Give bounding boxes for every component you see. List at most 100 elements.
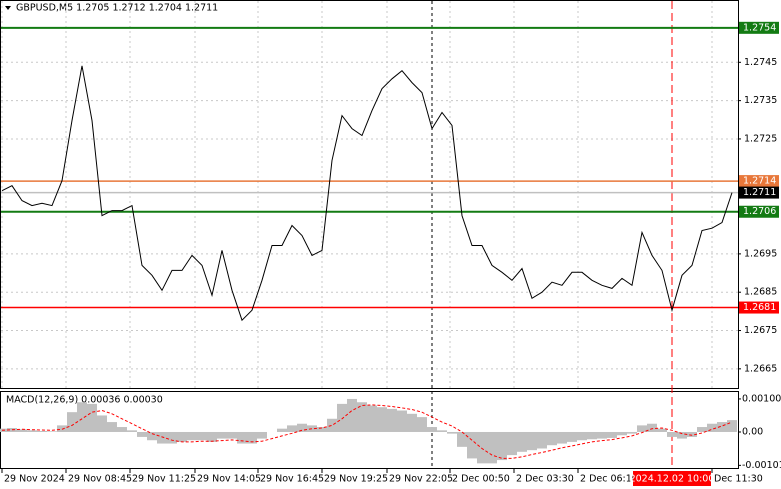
y-tick-label: -0.00101	[742, 460, 781, 471]
x-tick-label: 29 Nov 22:05	[389, 474, 453, 485]
macd-bar	[507, 431, 517, 456]
macd-bar	[717, 422, 727, 432]
level-label-bg	[739, 175, 779, 188]
macd-bar	[457, 431, 467, 447]
macd-bar	[77, 402, 87, 432]
macd-bar	[177, 431, 187, 442]
macd-bar	[547, 431, 557, 446]
y-tick-label: 1.2685	[744, 287, 777, 298]
macd-bar	[337, 403, 347, 432]
macd-bar	[557, 431, 567, 444]
macd-bar	[657, 428, 667, 432]
macd-bar	[167, 431, 177, 444]
macd-bar	[647, 423, 657, 432]
level-label-bg	[739, 21, 779, 34]
macd-bar	[137, 431, 147, 437]
macd-bar	[397, 410, 407, 432]
macd-bar	[367, 405, 377, 432]
macd-bar	[87, 403, 97, 432]
macd-bar	[157, 431, 167, 444]
macd-bar	[47, 431, 57, 432]
x-tick-label: 2 Dec 00:50	[452, 474, 510, 485]
level-label-bg	[739, 301, 779, 314]
x-tick-label: 2 Dec 06:10	[580, 474, 638, 485]
level-label: 1.2754	[743, 22, 776, 33]
price-line	[1, 65, 733, 322]
macd-bar	[537, 431, 547, 449]
macd-bar	[357, 402, 367, 432]
x-tick-label: 29 Nov 08:45	[68, 474, 132, 485]
cursor-label-bg	[633, 471, 711, 486]
macd-bar	[207, 431, 217, 442]
macd-bar	[107, 422, 117, 432]
macd-bar	[447, 431, 457, 434]
chart-title: GBPUSD,M5 1.2705 1.2712 1.2704 1.2711	[16, 3, 218, 14]
macd-bar	[257, 431, 267, 439]
macd-bar	[237, 431, 247, 444]
macd-title: MACD(12,26,9) 0.00036 0.00030	[6, 395, 163, 406]
macd-bar	[487, 431, 497, 464]
macd-bar	[327, 418, 337, 432]
macd-bar	[347, 398, 357, 432]
macd-bar	[637, 425, 647, 432]
macd-bar	[17, 429, 27, 432]
level-label: 1.2681	[743, 302, 776, 313]
macd-bar	[427, 427, 437, 432]
macd-bar	[147, 431, 157, 441]
macd-bar	[307, 425, 317, 432]
macd-bar	[197, 431, 207, 441]
macd-bar	[127, 430, 137, 432]
level-label: 1.2706	[743, 206, 776, 217]
macd-bar	[247, 431, 257, 444]
macd-bar	[687, 431, 697, 437]
macd-bar	[497, 431, 507, 461]
level-label: 1.2711	[743, 187, 776, 198]
macd-bar	[27, 430, 37, 432]
x-tick-label: 2 Dec 03:30	[516, 474, 574, 485]
level-label-bg	[739, 205, 779, 218]
y-tick-label: 1.2695	[744, 248, 777, 259]
main-frame	[0, 0, 739, 389]
y-tick-label: 0.00100	[742, 393, 781, 404]
macd-bar	[577, 431, 587, 441]
macd-bar	[517, 431, 527, 452]
x-tick-label: 29 Nov 2024	[4, 474, 65, 485]
macd-bar	[287, 425, 297, 432]
macd-bar	[377, 407, 387, 432]
macd-bar	[417, 417, 427, 432]
y-tick-label: 1.2665	[744, 363, 777, 374]
macd-bar	[317, 427, 327, 432]
macd-bar	[597, 431, 607, 439]
x-tick-label: 29 Nov 14:05	[197, 474, 261, 485]
macd-bar	[437, 430, 447, 432]
macd-bar	[297, 423, 307, 432]
macd-bar	[467, 431, 477, 459]
macd-bar	[527, 431, 537, 451]
macd-bar	[617, 431, 627, 436]
macd-bar	[217, 431, 227, 439]
macd-bar	[607, 431, 617, 438]
macd-bar	[37, 430, 47, 432]
macd-bar	[277, 428, 287, 432]
menu-arrow	[5, 6, 11, 10]
y-tick-label: 0.00	[742, 426, 763, 437]
macd-bar	[567, 431, 577, 442]
macd-bar	[117, 427, 127, 432]
macd-bar	[627, 431, 637, 434]
macd-bar	[227, 431, 237, 439]
x-tick-label: 29 Nov 16:45	[260, 474, 324, 485]
macd-bar	[477, 431, 487, 464]
y-tick-label: 1.2675	[744, 325, 777, 336]
macd-bar	[707, 423, 717, 432]
x-tick-label: 29 Nov 19:25	[324, 474, 388, 485]
macd-bar	[57, 425, 67, 432]
macd-bar	[187, 431, 197, 441]
level-label: 1.2714	[743, 176, 776, 187]
macd-bar	[677, 431, 687, 439]
macd-bar	[587, 431, 597, 440]
macd-bar	[697, 427, 707, 432]
level-label-bg	[739, 186, 779, 199]
macd-bar	[387, 408, 397, 432]
x-tick-label: Dec 11:30	[714, 474, 763, 485]
